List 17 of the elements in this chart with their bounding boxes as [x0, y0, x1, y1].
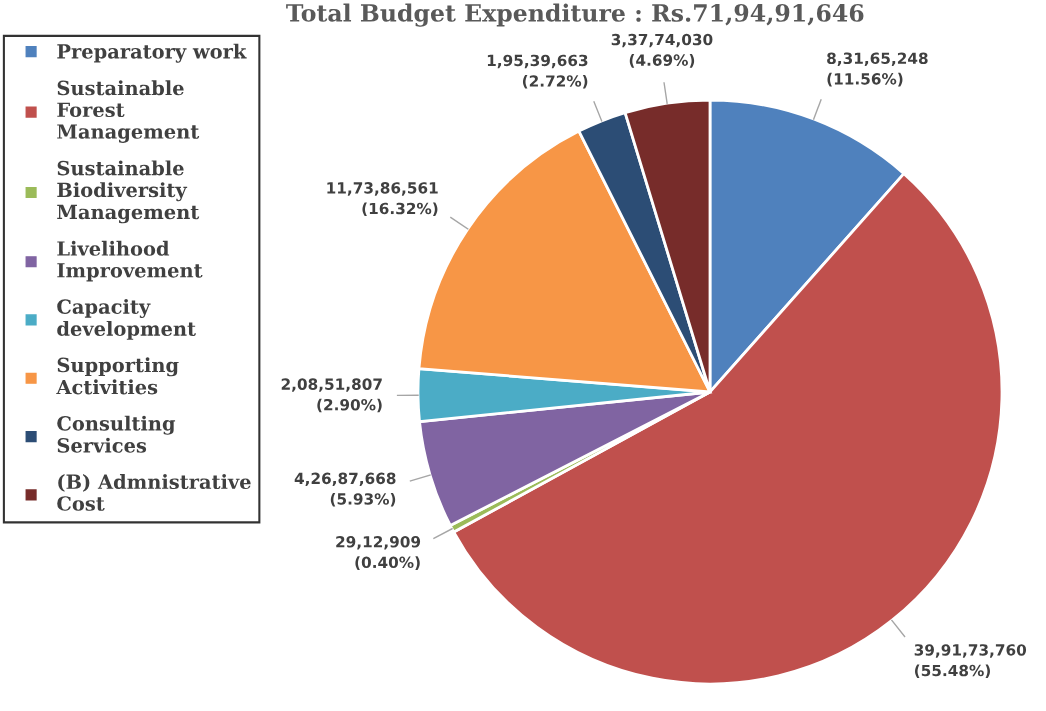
- chart-title: Total Budget Expenditure : Rs.71,94,91,646: [286, 3, 864, 27]
- legend-label: Sustainable Forest Management: [57, 80, 200, 143]
- data-label: 1,95,39,663 (2.72%): [487, 54, 588, 89]
- data-label: 4,26,87,668 (5.93%): [294, 472, 396, 507]
- data-label: 39,91,73,760 (55.48%): [914, 644, 1027, 679]
- data-label: 2,08,51,807 (2.90%): [281, 378, 382, 413]
- legend-label: Capacity development: [57, 298, 196, 340]
- data-label: 11,73,86,561 (16.32%): [327, 182, 438, 217]
- data-label: 8,31,65,248 (11.56%): [827, 52, 928, 87]
- legend-label: Supporting Activities: [56, 357, 179, 395]
- legend-label: (B) Admnistrative Cost: [57, 474, 251, 511]
- legend-label: Livelihood Improvement: [57, 240, 203, 282]
- legend-label: Consulting Services: [57, 415, 176, 453]
- legend-label: Preparatory work: [57, 43, 247, 63]
- legend-label: Sustainable Biodiversity Management: [57, 160, 200, 224]
- data-label: 29,12,909 (0.40%): [336, 535, 421, 570]
- data-label: 3,37,74,030 (4.69%): [611, 33, 713, 68]
